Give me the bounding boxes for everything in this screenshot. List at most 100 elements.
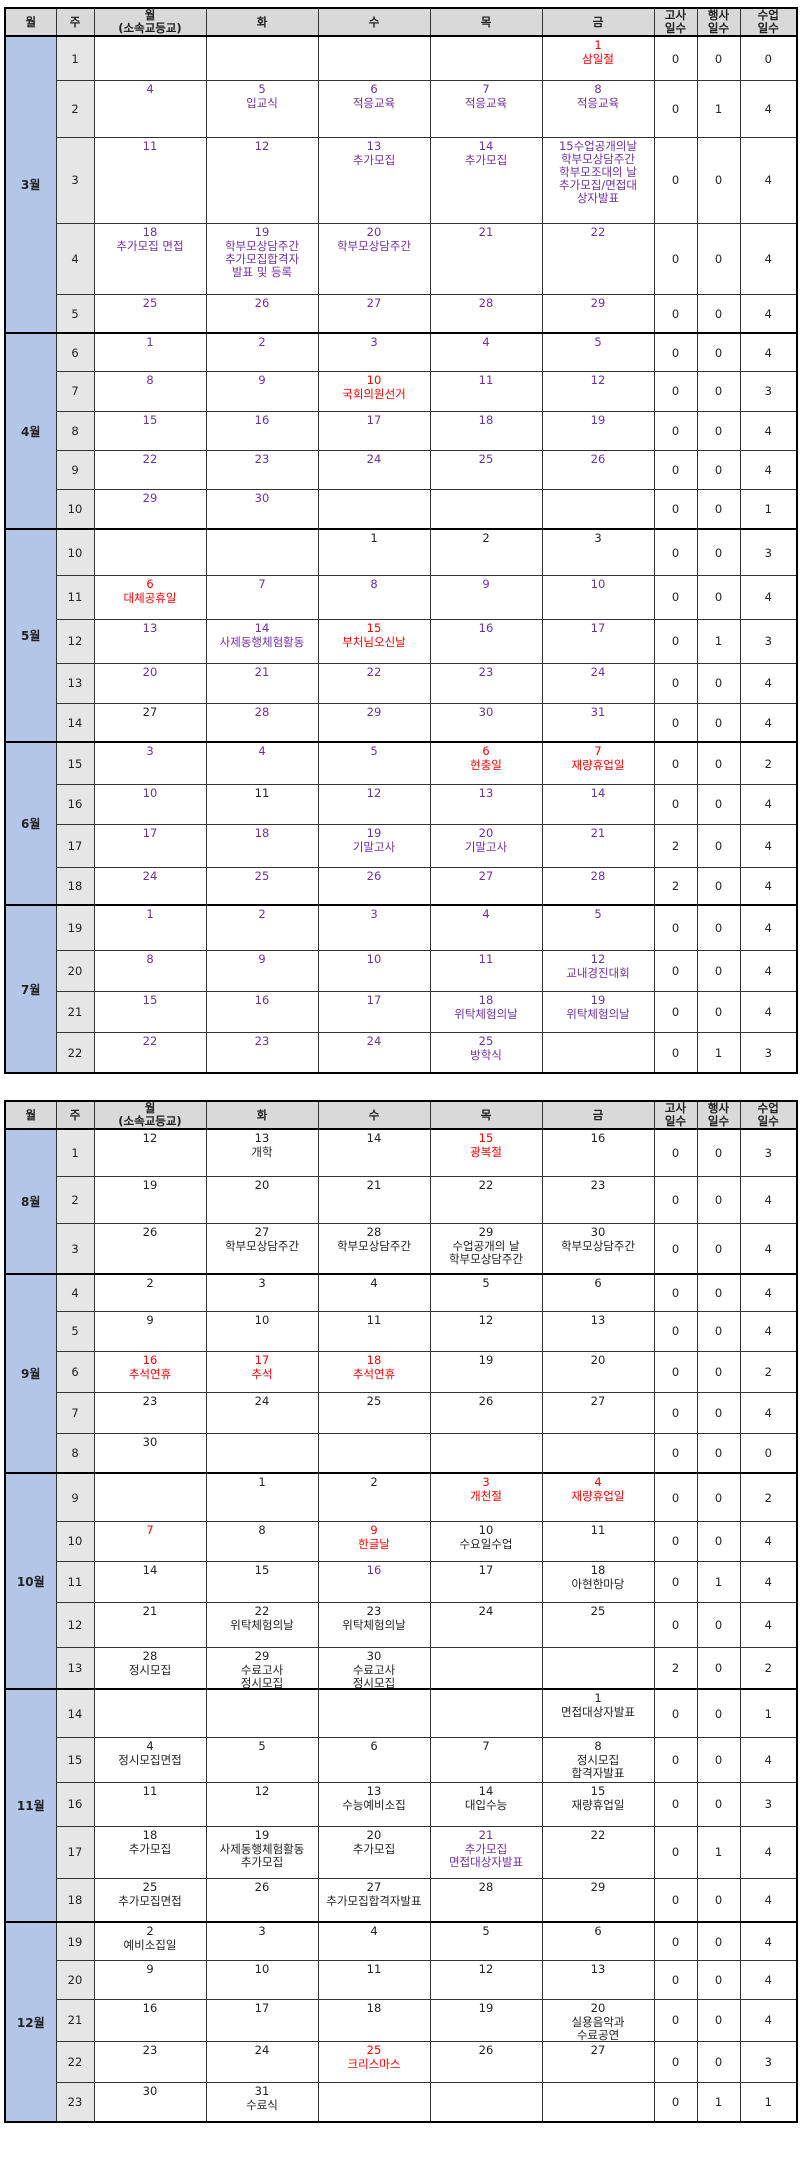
exam-days: 0 xyxy=(653,1877,698,1923)
event-days: 0 xyxy=(696,1959,741,2000)
day-cell: 14 대입수능 xyxy=(429,1781,543,1827)
day-cell: 23 xyxy=(205,449,319,490)
header-mon: 월 (소속교등교) xyxy=(93,7,207,37)
day-event: 학부모상담주간 xyxy=(224,1238,300,1253)
header-wed: 수 xyxy=(317,1100,431,1130)
day-number: 5 xyxy=(482,1276,490,1291)
day-event: 재량휴업일 xyxy=(571,1489,625,1504)
day-cell: 6 적응교육 xyxy=(317,79,431,138)
month-label: 5월 xyxy=(4,528,57,743)
week-row: 16 10 11 12 13 14 0 0 4 xyxy=(5,783,798,825)
day-number: 22 xyxy=(254,1603,270,1618)
day-cell: 10 xyxy=(317,949,431,992)
day-cell: 12 교내경진대회 xyxy=(541,949,655,992)
event-days: 0 xyxy=(696,1310,741,1352)
day-cell: 3 xyxy=(541,528,655,576)
day-cell: 3 xyxy=(93,741,207,785)
day-event: 사제동행체험활동 추가모집 xyxy=(219,1841,305,1869)
class-days: 4 xyxy=(739,1877,798,1923)
day-number: 3 xyxy=(258,1924,266,1939)
day-number: 24 xyxy=(254,1393,270,1408)
day-cell: 5 xyxy=(541,332,655,372)
day-number: 8 xyxy=(370,576,378,591)
day-cell: 4 정시모집면접 xyxy=(93,1736,207,1783)
day-number: 8 xyxy=(146,951,154,966)
exam-days: 0 xyxy=(653,1736,698,1783)
day-event: 정시모집 xyxy=(128,1662,172,1677)
day-number: 13 xyxy=(254,1131,270,1146)
day-number: 29 xyxy=(366,704,382,719)
day-number: 19 xyxy=(254,224,270,239)
month-label: 10월 xyxy=(4,1472,57,1690)
day-number: 17 xyxy=(254,2000,270,2015)
day-cell xyxy=(317,2081,431,2123)
day-number: 11 xyxy=(478,372,494,387)
class-days: 1 xyxy=(739,1688,798,1738)
day-cell: 19 기말고사 xyxy=(317,823,431,868)
day-event: 적응교육 xyxy=(464,95,508,110)
day-number: 9 xyxy=(258,372,266,387)
day-number: 3 xyxy=(258,1276,266,1291)
event-days: 0 xyxy=(696,702,741,743)
day-number: 24 xyxy=(366,451,382,466)
class-days: 4 xyxy=(739,1959,798,2000)
header-row: 월 주 월 (소속교등교) 화 수 목 금 고사 일수 행사 일수 수업 일수 xyxy=(4,7,798,37)
header-thu: 목 xyxy=(429,1100,543,1130)
day-cell: 12 xyxy=(429,1310,543,1352)
day-number: 15 xyxy=(254,1562,270,1577)
day-event: 학부모상담주간 xyxy=(336,1238,412,1253)
day-number: 25 xyxy=(254,868,270,883)
exam-days: 0 xyxy=(653,1128,698,1177)
day-cell: 14 사제동행체험활동 xyxy=(205,618,319,664)
header-event-days: 행사 일수 xyxy=(696,1100,741,1130)
week-row: 11 14 15 16 17 18 아현한마당 0 1 4 xyxy=(5,1560,798,1603)
class-days: 4 xyxy=(739,783,798,825)
day-event: 추가모집 xyxy=(128,1841,172,1856)
class-days: 4 xyxy=(739,662,798,704)
day-number: 8 xyxy=(594,1738,602,1753)
week-number: 19 xyxy=(55,904,95,951)
week-row: 20 8 9 10 11 12 교내경진대회 0 0 4 xyxy=(5,949,798,992)
day-number: 28 xyxy=(254,704,270,719)
day-number: 8 xyxy=(594,81,602,96)
day-number: 20 xyxy=(366,1827,382,1842)
day-event: 광복절 xyxy=(470,1145,502,1160)
day-cell: 20 xyxy=(205,1175,319,1224)
header-month-label: 월 xyxy=(25,1107,37,1122)
day-cell: 14 xyxy=(93,1560,207,1603)
day-number: 21 xyxy=(478,1827,494,1842)
week-number: 21 xyxy=(55,1998,95,2042)
day-cell: 30 xyxy=(93,1432,207,1474)
day-number: 14 xyxy=(142,1562,158,1577)
day-event: 학부모상담주간 추가모집합격자 발표 및 등록 xyxy=(224,238,300,279)
day-number: 17 xyxy=(366,412,382,427)
day-cell: 17 xyxy=(317,990,431,1033)
day-cell: 21 xyxy=(541,823,655,868)
exam-days: 0 xyxy=(653,1688,698,1738)
week-number: 7 xyxy=(55,1391,95,1434)
event-days: 0 xyxy=(696,1520,741,1562)
day-cell: 3 xyxy=(317,904,431,951)
day-number: 19 xyxy=(590,412,606,427)
header-event-days-label: 일수 xyxy=(707,1114,730,1129)
day-number: 30 xyxy=(478,704,494,719)
day-number: 16 xyxy=(142,1352,158,1367)
day-number: 23 xyxy=(254,451,270,466)
day-cell: 2 예비소집일 xyxy=(93,1921,207,1961)
header-thu-label: 목 xyxy=(480,1107,492,1122)
week-number: 22 xyxy=(55,1031,95,1074)
day-cell: 15 재량휴업일 xyxy=(541,1781,655,1827)
day-number: 3 xyxy=(370,907,378,922)
day-event: 대체공휴일 xyxy=(123,590,177,605)
day-event: 개학 xyxy=(251,1145,273,1160)
day-number: 7 xyxy=(146,1522,154,1537)
day-cell: 10 xyxy=(205,1310,319,1352)
exam-days: 0 xyxy=(653,79,698,138)
header-class-days-label: 수업 xyxy=(757,1101,779,1115)
day-cell xyxy=(429,35,543,81)
day-number: 18 xyxy=(590,1562,606,1577)
class-days: 4 xyxy=(739,823,798,868)
day-cell: 23 xyxy=(541,1175,655,1224)
day-cell: 18 추가모집 xyxy=(93,1825,207,1879)
class-days: 4 xyxy=(739,332,798,372)
